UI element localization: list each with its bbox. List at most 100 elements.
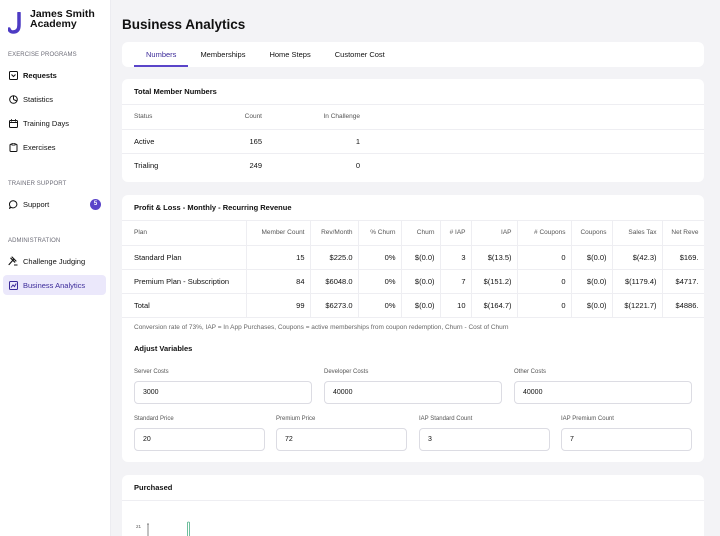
table-row: Trialing 249 0: [122, 153, 704, 177]
section-title-exercise-programs: EXERCISE PROGRAMS: [8, 52, 77, 58]
table-cell: $(0.0): [401, 245, 441, 270]
page-title: Business Analytics: [122, 17, 246, 32]
sidebar-item-label: Requests: [23, 70, 57, 80]
table-row: Total 99 $6273.0 0% $(0.0) 10 $(164.7) 0 $(0.0) $…: [122, 293, 704, 317]
column-header: % Churn: [358, 221, 402, 246]
column-header: IAP: [471, 221, 518, 246]
table-cell: 10: [440, 293, 472, 317]
count-cell: 165: [184, 129, 262, 154]
sidebar: James Smith Academy EXERCISE PROGRAMS Re…: [0, 0, 111, 536]
table-cell: $(42.3): [612, 245, 663, 270]
inbox-icon: [8, 70, 18, 80]
section-title-trainer-support: TRAINER SUPPORT: [8, 181, 67, 187]
iap-premium-count-input[interactable]: 7: [561, 428, 692, 451]
gavel-icon: [8, 256, 18, 266]
standard-price-input[interactable]: 20: [134, 428, 265, 451]
tab-customer-cost[interactable]: Customer Cost: [334, 50, 385, 59]
table-cell: 0%: [358, 293, 402, 317]
column-header: Member Count: [246, 221, 311, 246]
status-cell: Active: [122, 129, 184, 154]
tab-numbers[interactable]: Numbers: [134, 42, 189, 67]
profit-loss-table: Plan Member Count Rev/Month% Churn Churn # I…: [122, 221, 704, 317]
logo-icon: [8, 12, 21, 34]
brand-name-line2: Academy: [30, 18, 77, 30]
table-cell: $(13.5): [471, 245, 518, 270]
brand[interactable]: James Smith Academy: [8, 9, 95, 34]
table-cell: $(0.0): [571, 293, 613, 317]
sidebar-item-training-days[interactable]: Training Days: [3, 113, 106, 133]
column-header: # IAP: [440, 221, 472, 246]
column-header: Coupons: [571, 221, 613, 246]
support-count-badge: 5: [90, 198, 101, 210]
spacer-cell: [360, 105, 704, 130]
table-row: Standard Plan 15 $225.0 0% $(0.0) 3 $(13.5) 0 $(…: [122, 245, 704, 270]
members-card: Total Member Numbers Status Count In Cha…: [122, 79, 704, 182]
table-cell: 7: [440, 269, 472, 294]
column-header: # Coupons: [517, 221, 572, 246]
other-costs-input[interactable]: 40000: [514, 381, 692, 404]
sidebar-item-label: Training Days: [23, 118, 69, 128]
table-cell: $169.: [662, 245, 704, 270]
tab-home-steps[interactable]: Home Steps: [269, 50, 311, 59]
sidebar-item-label: Exercises: [23, 142, 56, 152]
iap-premium-count-label: IAP Premium Count: [561, 416, 614, 422]
sidebar-item-challenge-judging[interactable]: Challenge Judging: [3, 251, 106, 271]
clipboard-icon: [8, 142, 18, 152]
calendar-icon: [8, 118, 18, 128]
brand-name: James Smith Academy: [30, 8, 95, 30]
table-cell: $(0.0): [401, 293, 441, 317]
column-header: Sales Tax: [612, 221, 663, 246]
sidebar-item-statistics[interactable]: Statistics: [3, 89, 106, 109]
table-cell: 3: [440, 245, 472, 270]
sidebar-item-support[interactable]: Support 5: [3, 194, 106, 214]
purchased-card: Purchased 21: [122, 475, 704, 536]
table-cell: 0%: [358, 245, 402, 270]
sidebar-item-label: Business Analytics: [23, 280, 86, 290]
iap-standard-count-label: IAP Standard Count: [419, 416, 473, 422]
table-cell: 0: [517, 269, 572, 294]
brand-name-line1: James Smith: [30, 8, 95, 20]
table-cell: $(151.2): [471, 269, 518, 294]
table-cell: $4717.: [662, 269, 704, 294]
members-table: Status Count In Challenge Active 165 1 T…: [122, 105, 704, 177]
chart-icon: [8, 280, 18, 290]
spacer-cell: [360, 129, 704, 154]
table-cell: $(1179.4): [612, 269, 663, 294]
sidebar-item-label: Support: [23, 199, 50, 209]
premium-price-input[interactable]: 72: [276, 428, 407, 451]
iap-standard-count-input[interactable]: 3: [419, 428, 550, 451]
spacer-cell: [360, 153, 704, 177]
plan-name-cell: Total: [122, 293, 247, 317]
column-header: Rev/Month: [310, 221, 359, 246]
tab-memberships[interactable]: Memberships: [200, 50, 246, 59]
sidebar-item-requests[interactable]: Requests: [3, 65, 106, 85]
server-costs-label: Server Costs: [134, 369, 169, 375]
table-cell: 99: [246, 293, 311, 317]
status-cell: Trialing: [134, 160, 159, 170]
sidebar-item-business-analytics[interactable]: Business Analytics: [3, 275, 106, 295]
column-header: Plan: [122, 221, 247, 246]
plan-name-cell: Standard Plan: [122, 245, 247, 270]
developer-costs-input[interactable]: 40000: [324, 381, 502, 404]
chart-y-axis: [147, 523, 149, 536]
table-cell: $225.0: [310, 245, 359, 270]
developer-costs-label: Developer Costs: [324, 369, 369, 375]
purchased-title: Purchased: [122, 475, 704, 501]
table-cell: $6048.0: [310, 269, 359, 294]
server-costs-input[interactable]: 3000: [134, 381, 312, 404]
column-header: Churn: [401, 221, 441, 246]
count-cell: 249: [249, 160, 262, 170]
section-title-administration: ADMINISTRATION: [8, 238, 61, 244]
sidebar-item-label: Statistics: [23, 94, 54, 104]
table-cell: $4886.: [662, 293, 704, 317]
sidebar-item-exercises[interactable]: Exercises: [3, 137, 106, 157]
profit-loss-note: Conversion rate of 73%, IAP = In App Pur…: [122, 317, 704, 338]
column-header: Net Reve: [662, 221, 704, 246]
tab-bar: Numbers Memberships Home Steps Customer …: [122, 42, 704, 67]
table-cell: $(0.0): [401, 269, 441, 294]
table-cell: $6273.0: [310, 293, 359, 317]
purchased-chart: [147, 521, 190, 536]
sidebar-item-label: Challenge Judging: [23, 256, 86, 266]
chart-bar: [187, 521, 190, 536]
chart-axis-tick: 21: [136, 524, 142, 529]
